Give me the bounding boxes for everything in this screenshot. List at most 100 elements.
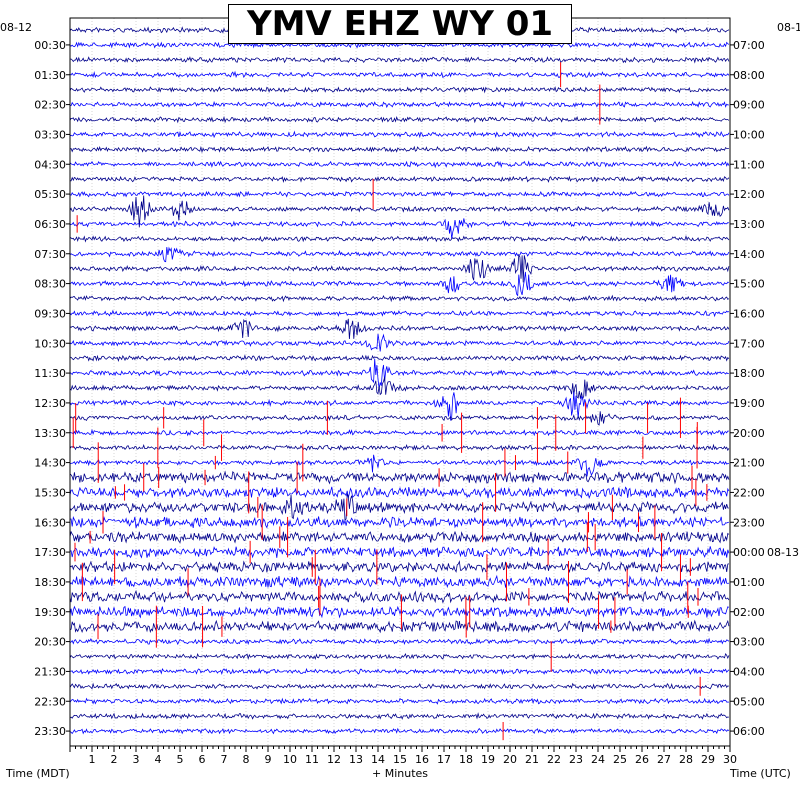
left-axis-title: Time (MDT): [5, 767, 70, 780]
x-tick-label: 17: [437, 753, 451, 766]
seismogram-trace: [69, 115, 730, 124]
x-tick-label: 5: [177, 753, 184, 766]
seismogram-trace: [69, 530, 730, 544]
left-tick-label: 07:30: [34, 248, 66, 261]
x-tick-label: 30: [723, 753, 737, 766]
seismogram-trace: [69, 682, 730, 690]
seismogram-trace: [69, 235, 730, 243]
left-tick-label: 21:30: [34, 665, 66, 678]
seismogram-trace: [69, 130, 730, 139]
x-tick-label: 4: [155, 753, 162, 766]
x-tick-label: 25: [613, 753, 627, 766]
left-tick-label: 22:30: [34, 695, 66, 708]
right-tick-label: 01:00: [733, 576, 765, 589]
right-tick-label: 03:00: [733, 636, 765, 649]
x-tick-label: 8: [243, 753, 250, 766]
right-tick-label: 17:00: [733, 337, 765, 350]
seismogram-trace: [69, 56, 730, 64]
x-tick-label: 14: [371, 753, 385, 766]
seismogram-trace: [69, 492, 729, 522]
x-tick-label: 23: [569, 753, 583, 766]
seismogram-trace: [69, 652, 730, 661]
seismogram-trace: [69, 411, 730, 426]
seismogram-trace: [69, 195, 730, 228]
left-tick-label: 14:30: [34, 457, 66, 470]
x-tick-label: 13: [349, 753, 363, 766]
right-tick-label: 08:00: [733, 69, 765, 82]
x-tick-label: 19: [481, 753, 495, 766]
left-tick-label: 11:30: [34, 367, 66, 380]
seismogram-trace: [69, 637, 730, 646]
right-tick-label: 02:00: [733, 606, 765, 619]
x-tick-label: 1: [89, 753, 96, 766]
seismogram-trace: [69, 358, 729, 389]
seismogram-trace: [69, 100, 729, 109]
seismogram-trace: [69, 712, 730, 720]
seismogram-trace: [69, 454, 729, 477]
x-tick-label: 9: [265, 753, 272, 766]
left-tick-label: 00:30: [34, 39, 66, 52]
right-tick-label: 20:00: [733, 427, 765, 440]
x-tick-label: 12: [327, 753, 341, 766]
seismogram-trace: [69, 589, 730, 604]
right-date-label: 08-12: [777, 21, 800, 34]
right-tick-label: 11:00: [733, 158, 765, 171]
right-tick-label: 15:00: [733, 278, 765, 291]
left-tick-label: 08:30: [34, 278, 66, 291]
x-tick-label: 15: [393, 753, 407, 766]
x-tick-label: 26: [635, 753, 649, 766]
x-tick-label: 28: [679, 753, 693, 766]
x-tick-label: 18: [459, 753, 473, 766]
left-tick-label: 13:30: [34, 427, 66, 440]
seismogram-trace: [69, 667, 730, 676]
seismogram-trace: [70, 515, 729, 529]
right-tick-label: 09:00: [733, 99, 765, 112]
left-tick-label: 23:30: [34, 725, 66, 738]
seismogram-trace: [69, 560, 730, 574]
seismogram-trace: [69, 160, 730, 169]
seismogram-trace: [69, 470, 730, 485]
seismogram-trace: [69, 391, 730, 421]
x-tick-label: 11: [305, 753, 319, 766]
seismogram-trace: [69, 697, 729, 705]
seismogram-trace: [69, 619, 730, 634]
left-tick-label: 15:30: [34, 486, 66, 499]
right-tick-label: 16:00: [733, 307, 765, 320]
x-tick-label: 2: [111, 753, 118, 766]
right-tick-label: 14:00: [733, 248, 765, 261]
right-tick-label: 00:00: [733, 546, 765, 559]
x-tick-label: 3: [133, 753, 140, 766]
seismogram-trace: [69, 246, 730, 263]
seismogram-trace: [69, 443, 730, 452]
left-tick-label: 16:30: [34, 516, 66, 529]
left-tick-label: 09:30: [34, 307, 66, 320]
right-tick-label: 04:00: [733, 665, 765, 678]
seismogram-trace: [69, 309, 730, 318]
seismogram-trace: [69, 86, 730, 94]
seismogram-trace: [69, 218, 730, 239]
left-tick-label: 17:30: [34, 546, 66, 559]
chart-title: YMV EHZ WY 01: [228, 4, 572, 44]
seismogram-trace: [69, 70, 730, 79]
x-tick-label: 16: [415, 753, 429, 766]
minute-axis: 1 2 3 4 5 6 7 8 9 10 11 12 13 14 15 16 17 18 19 20 21 22 23 24 2…: [69, 746, 737, 766]
left-tick-label: 10:30: [34, 337, 66, 350]
right-tick-label: 19:00: [733, 397, 765, 410]
x-tick-label: 7: [221, 753, 228, 766]
left-time-axis: 00:30 01:30 02:30 03:30 04:30 05:30 06:30 07:30…: [34, 39, 70, 738]
seismogram-trace: [69, 253, 730, 283]
seismogram-trace: [69, 294, 730, 303]
seismogram-trace: [69, 727, 730, 735]
seismogram-trace: [69, 190, 730, 198]
left-tick-label: 20:30: [34, 636, 66, 649]
seismogram-trace: [69, 377, 730, 400]
minute-grid: [91, 18, 709, 746]
left-tick-label: 18:30: [34, 576, 66, 589]
right-tick-label: 23:00: [733, 516, 765, 529]
seismogram-trace: [69, 428, 729, 437]
right-time-axis: 07:00 08:00 09:00 10:00 11:00 12:00 13:00 14:00…: [730, 39, 799, 738]
left-tick-label: 02:30: [34, 99, 66, 112]
seismogram-trace: [69, 486, 730, 499]
right-tick-label: 21:00: [733, 457, 765, 470]
